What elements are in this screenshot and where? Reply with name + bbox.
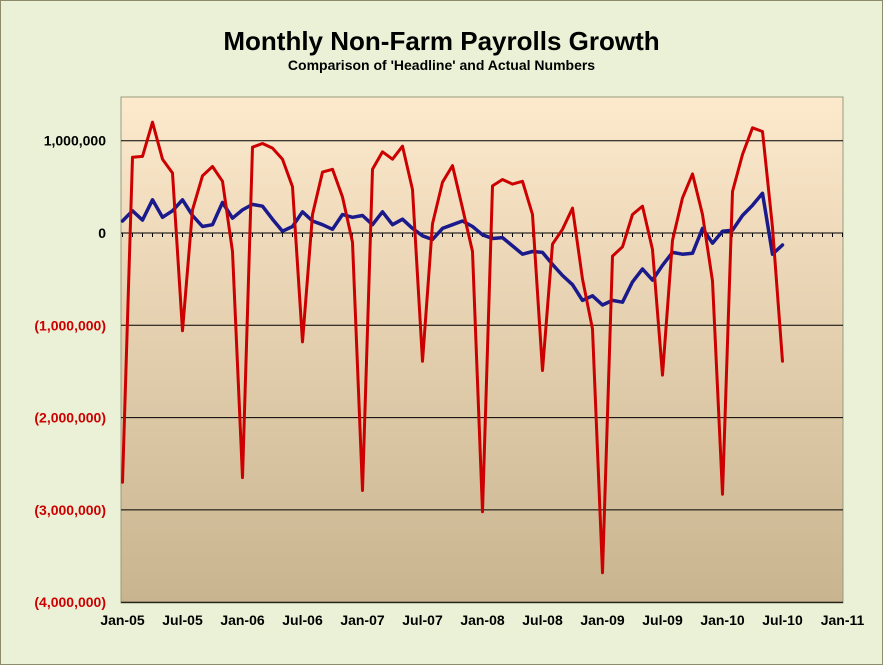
plot-area	[120, 96, 844, 604]
x-tick-label: Jan-06	[220, 612, 265, 628]
x-tick-label: Jul-07	[402, 612, 443, 628]
y-tick-label: 1,000,000	[44, 133, 106, 149]
x-tick-label: Jul-05	[162, 612, 203, 628]
x-tick-label: Jan-09	[580, 612, 625, 628]
x-tick-label: Jan-11	[821, 612, 865, 628]
x-tick-label: Jan-10	[700, 612, 745, 628]
x-tick-labels: Jan-05 Jul-05 Jan-06 Jul-06 Jan-07 Jul-07 Jan-…	[100, 612, 864, 628]
series-lines	[120, 120, 785, 575]
y-tick-label: (4,000,000)	[34, 594, 106, 610]
y-tick-label: (2,000,000)	[34, 410, 106, 426]
x-tick-label: Jul-08	[522, 612, 563, 628]
x-tick-label: Jul-10	[762, 612, 803, 628]
y-tick-label: (1,000,000)	[34, 317, 106, 333]
x-tick-label: Jan-08	[460, 612, 505, 628]
x-tick-label: Jul-09	[642, 612, 683, 628]
x-tick-label: Jan-05	[100, 612, 145, 628]
chart-subtitle: Comparison of 'Headline' and Actual Numb…	[287, 57, 596, 73]
y-tick-label: (3,000,000)	[34, 502, 106, 518]
y-tick-label: 0	[98, 225, 106, 241]
chart-title: Monthly Non-Farm Payrolls Growth	[223, 26, 660, 56]
y-tick-labels: 1,000,000 0 (1,000,000) (2,000,000) (3,000,0…	[34, 133, 106, 611]
x-tick-label: Jan-07	[340, 612, 385, 628]
x-tick-label: Jul-06	[282, 612, 323, 628]
series-line-2	[121, 120, 784, 575]
